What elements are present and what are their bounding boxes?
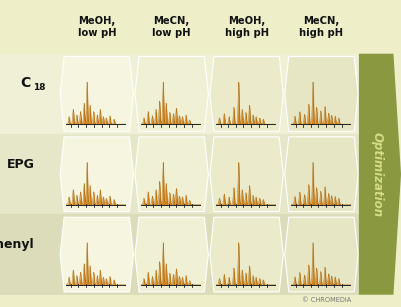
Text: Optimization: Optimization <box>370 132 383 217</box>
Polygon shape <box>135 137 209 212</box>
Polygon shape <box>60 217 134 292</box>
Text: MeOH,
low pH: MeOH, low pH <box>77 16 116 38</box>
Polygon shape <box>285 137 358 212</box>
Text: MeOH,
high pH: MeOH, high pH <box>225 16 269 38</box>
Bar <box>0 134 359 214</box>
Polygon shape <box>359 54 401 295</box>
Text: MeCN,
high pH: MeCN, high pH <box>300 16 343 38</box>
Text: Phenyl: Phenyl <box>0 239 34 251</box>
Bar <box>0 54 359 134</box>
Polygon shape <box>60 56 134 131</box>
Polygon shape <box>210 217 283 292</box>
Polygon shape <box>210 137 283 212</box>
Text: © CHROMEDIA: © CHROMEDIA <box>302 297 351 303</box>
Polygon shape <box>135 217 209 292</box>
Polygon shape <box>285 217 358 292</box>
Text: MeCN,
low pH: MeCN, low pH <box>152 16 191 38</box>
Polygon shape <box>60 137 134 212</box>
Polygon shape <box>135 56 209 131</box>
Text: EPG: EPG <box>6 158 34 171</box>
Polygon shape <box>285 56 358 131</box>
Bar <box>0 214 359 295</box>
Polygon shape <box>210 56 283 131</box>
Text: 18: 18 <box>33 84 46 92</box>
Text: C: C <box>20 76 31 90</box>
